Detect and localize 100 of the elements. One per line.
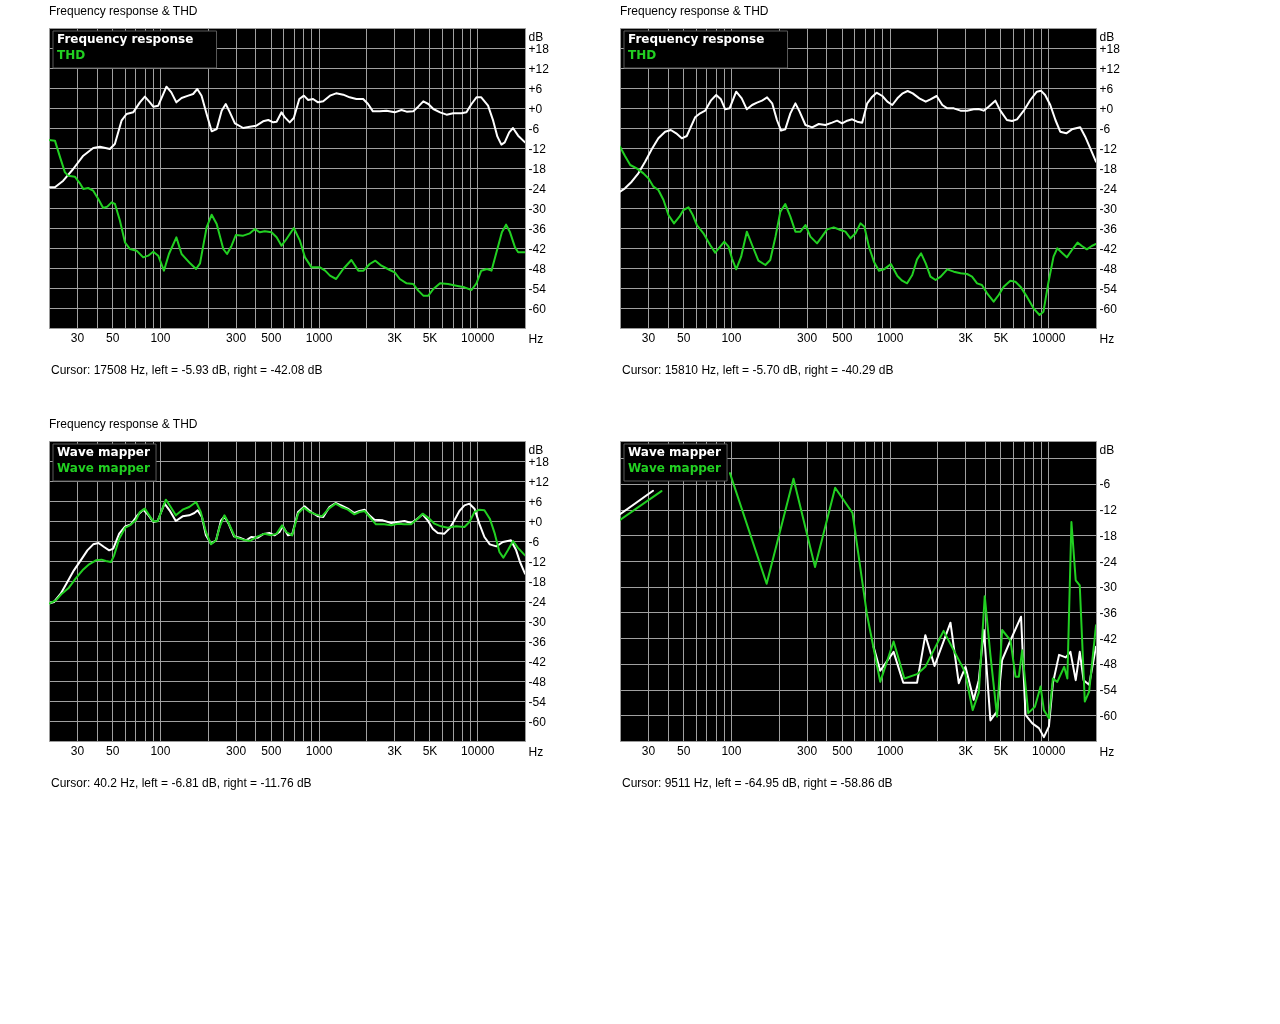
x-tick-label: 100 <box>721 743 742 758</box>
y-tick-label: -12 <box>1099 503 1118 518</box>
x-axis-title: Hz <box>528 331 544 346</box>
y-tick-label: -36 <box>528 634 547 649</box>
y-tick-label: -24 <box>528 594 547 609</box>
y-tick-label: -60 <box>1099 708 1118 723</box>
text: Wave mapper <box>628 445 721 459</box>
x-tick-label: 5K <box>422 743 438 758</box>
x-tick-label: 50 <box>676 743 691 758</box>
x-tick-label: 30 <box>70 743 85 758</box>
y-tick-label: -60 <box>1099 301 1118 316</box>
x-axis-title: Hz <box>1099 744 1115 759</box>
y-tick-label: -12 <box>528 554 547 569</box>
x-tick-label: 100 <box>150 743 171 758</box>
y-tick-label: -6 <box>528 534 540 549</box>
y-tick-label: +12 <box>528 474 550 489</box>
x-tick-label: 3K <box>958 743 974 758</box>
x-tick-label: 10000 <box>1032 330 1066 345</box>
chart-title: Frequency response & THD <box>620 4 769 18</box>
x-tick-label: 10000 <box>461 743 495 758</box>
y-tick-label: +6 <box>1099 81 1114 96</box>
y-tick-label: +0 <box>528 101 543 116</box>
series-label: Wave mapper <box>628 461 721 475</box>
x-tick-label: 30 <box>641 743 656 758</box>
x-tick-label: 5K <box>422 330 438 345</box>
text: Frequency response <box>57 32 194 46</box>
x-tick-label: 50 <box>105 330 120 345</box>
y-tick-label: -30 <box>528 201 547 216</box>
y-tick-label: -42 <box>528 241 547 256</box>
text: Frequency response <box>628 32 765 46</box>
y-tick-label: -24 <box>1099 554 1118 569</box>
y-tick-label: +18 <box>528 41 550 56</box>
y-tick-label: -42 <box>1099 241 1118 256</box>
y-tick-label: -60 <box>528 714 547 729</box>
x-tick-label: 300 <box>226 743 247 758</box>
y-tick-label: +0 <box>528 514 543 529</box>
x-tick-label: 500 <box>832 330 853 345</box>
y-tick-label: +12 <box>1099 61 1121 76</box>
y-tick-label: -30 <box>1099 580 1118 595</box>
x-tick-label: 3K <box>387 743 403 758</box>
text: THD <box>628 48 657 62</box>
y-tick-label: -12 <box>1099 141 1118 156</box>
x-axis-title: Hz <box>1099 331 1115 346</box>
x-tick-label: 1000 <box>305 743 333 758</box>
text: Cursor: 40.2 Hz, left = -6.81 dB, right = -11.76 dB <box>51 776 312 790</box>
y-tick-label: -18 <box>1099 161 1118 176</box>
y-tick-label: -36 <box>528 221 547 236</box>
text: Cursor: 17508 Hz, left = -5.93 dB, right = -42.08 dB <box>51 363 323 377</box>
text: Cursor: 15810 Hz, left = -5.70 dB, right = -40.29 dB <box>622 363 894 377</box>
y-tick-label: -60 <box>528 301 547 316</box>
chart-title: Frequency response & THD <box>49 4 198 18</box>
y-tick-label: -48 <box>528 674 547 689</box>
x-tick-label: 30 <box>641 330 656 345</box>
y-tick-label: -36 <box>1099 605 1118 620</box>
y-tick-label: -18 <box>1099 528 1118 543</box>
x-tick-label: 10000 <box>1032 743 1066 758</box>
x-tick-label: 300 <box>797 743 818 758</box>
x-tick-label: 50 <box>105 743 120 758</box>
x-tick-label: 1000 <box>876 330 904 345</box>
text: Cursor: 9511 Hz, left = -64.95 dB, right = -58.86 dB <box>622 776 893 790</box>
x-tick-label: 5K <box>993 330 1009 345</box>
x-tick-label: 3K <box>958 330 974 345</box>
y-tick-label: -30 <box>528 614 547 629</box>
y-tick-label: -54 <box>1099 281 1118 296</box>
text: THD <box>57 48 86 62</box>
y-tick-label: -18 <box>528 574 547 589</box>
y-tick-label: -24 <box>528 181 547 196</box>
y-tick-label: +18 <box>1099 41 1121 56</box>
x-tick-label: 10000 <box>461 330 495 345</box>
x-tick-label: 100 <box>721 330 742 345</box>
y-tick-label: -42 <box>1099 631 1118 646</box>
x-tick-label: 5K <box>993 743 1009 758</box>
y-tick-label: -30 <box>1099 201 1118 216</box>
y-tick-label: -6 <box>1099 477 1111 492</box>
y-tick-label: +18 <box>528 454 550 469</box>
x-tick-label: 300 <box>797 330 818 345</box>
y-tick-label: -12 <box>528 141 547 156</box>
chart-title: Frequency response & THD <box>49 417 198 431</box>
x-tick-label: 100 <box>150 330 171 345</box>
x-tick-label: 30 <box>70 330 85 345</box>
y-tick-label: -48 <box>528 261 547 276</box>
x-tick-label: 1000 <box>305 330 333 345</box>
x-tick-label: 300 <box>226 330 247 345</box>
y-tick-label: -42 <box>528 654 547 669</box>
y-tick-label: +6 <box>528 494 543 509</box>
x-tick-label: 500 <box>832 743 853 758</box>
x-tick-label: 3K <box>387 330 403 345</box>
y-tick-label: -54 <box>528 281 547 296</box>
x-tick-label: 1000 <box>876 743 904 758</box>
y-tick-label: +6 <box>528 81 543 96</box>
x-tick-label: 500 <box>261 743 282 758</box>
y-tick-label: -24 <box>1099 181 1118 196</box>
text: Wave mapper <box>57 461 150 475</box>
y-tick-label: -6 <box>528 121 540 136</box>
y-axis-title: dB <box>1099 442 1115 457</box>
y-tick-label: -6 <box>1099 121 1111 136</box>
x-tick-label: 500 <box>261 330 282 345</box>
y-tick-label: -54 <box>1099 683 1118 698</box>
y-axis-title: dB <box>1099 29 1115 44</box>
y-axis-title: dB <box>528 29 544 44</box>
